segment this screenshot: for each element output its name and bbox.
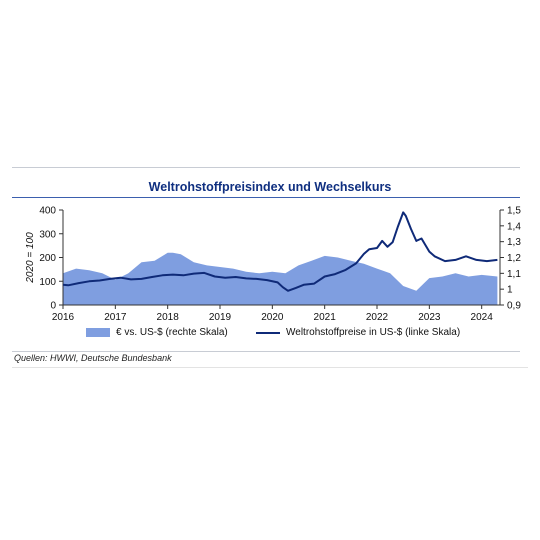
bottom-rule: [12, 351, 520, 352]
chart-title: Weltrohstoffpreisindex und Wechselkurs: [148, 180, 392, 194]
top-rule: [12, 167, 520, 168]
x-tick-label: 2021: [314, 312, 337, 323]
legend-item-line: Weltrohstoffpreise in US-$ (linke Skala): [256, 327, 460, 338]
y-axis-label: 2020 = 100: [25, 232, 36, 284]
y-tick-label-left: 200: [39, 253, 56, 264]
x-tick-label: 2020: [261, 312, 284, 323]
y-tick-label-right: 1,4: [507, 221, 521, 232]
legend: € vs. US-$ (rechte Skala) Weltrohstoffpr…: [86, 327, 526, 341]
source-note: Quellen: HWWI, Deutsche Bundesbank: [14, 353, 172, 363]
y-tick-label-left: 0: [50, 301, 56, 312]
legend-label-area: € vs. US-$ (rechte Skala): [116, 327, 228, 338]
x-tick-label: 2023: [418, 312, 441, 323]
x-tick-label: 2016: [52, 312, 75, 323]
y-tick-label-right: 1,2: [507, 253, 521, 264]
legend-swatch-line: [256, 331, 280, 334]
y-tick-label-left: 300: [39, 229, 56, 240]
title-underline: [12, 197, 520, 198]
legend-swatch-area: [86, 328, 110, 337]
area-series-eur-usd: [63, 252, 498, 305]
y-tick-label-right: 0,9: [507, 301, 521, 312]
y-tick-label-left: 100: [39, 277, 56, 288]
y-tick-label-right: 1,3: [507, 237, 521, 248]
y-tick-label-right: 1: [507, 285, 513, 296]
line-series-commodity-prices: [62, 211, 498, 292]
legend-item-area: € vs. US-$ (rechte Skala): [86, 327, 228, 338]
x-tick-label: 2019: [209, 312, 232, 323]
y-tick-label-left: 400: [39, 206, 56, 217]
x-tick-label: 2022: [366, 312, 389, 323]
y-tick-label-right: 1,1: [507, 269, 521, 280]
x-tick-label: 2024: [471, 312, 494, 323]
y-tick-label-right: 1,5: [507, 206, 521, 217]
x-tick-label: 2018: [157, 312, 180, 323]
legend-label-line: Weltrohstoffpreise in US-$ (linke Skala): [286, 327, 461, 338]
x-tick-label: 2017: [104, 312, 127, 323]
bottom-border: [12, 367, 528, 368]
